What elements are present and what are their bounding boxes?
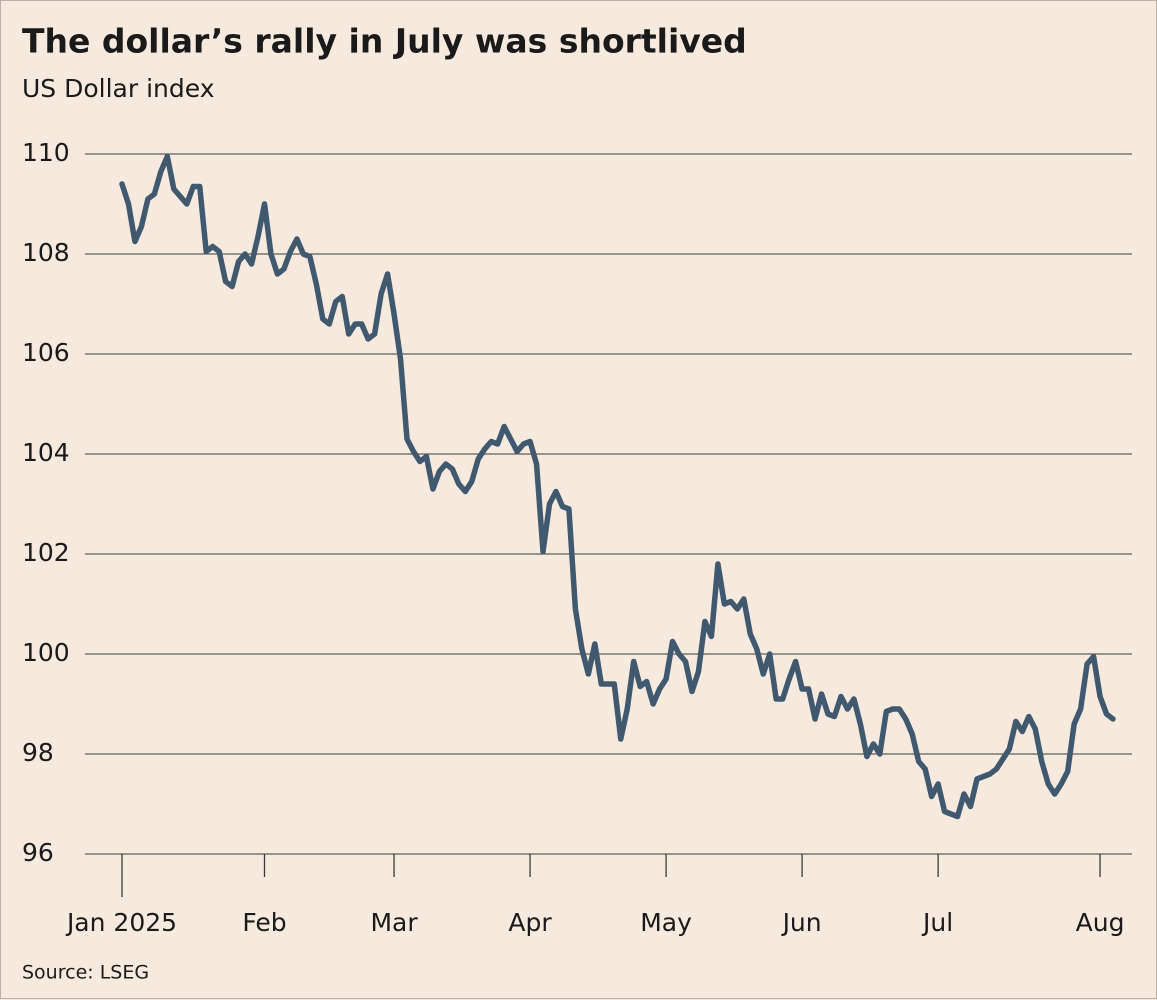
- y-tick-label: 104: [22, 438, 70, 467]
- x-tick-label: May: [640, 908, 692, 937]
- x-tick-label: Jul: [921, 908, 953, 937]
- y-tick-label: 98: [22, 738, 54, 767]
- x-tick-label: Jun: [781, 908, 822, 937]
- y-tick-label: 102: [22, 538, 70, 567]
- x-tick-label: Mar: [370, 908, 418, 937]
- y-tick-label: 100: [22, 638, 70, 667]
- data-line: [119, 153, 1116, 820]
- x-tick-label: Jan 2025: [65, 908, 177, 937]
- y-tick-label: 106: [22, 338, 70, 367]
- y-tick-label: 108: [22, 238, 70, 267]
- chart-title: The dollar’s rally in July was shortlive…: [22, 22, 747, 61]
- chart-subtitle: US Dollar index: [22, 74, 215, 103]
- x-tick-label: Feb: [242, 908, 286, 937]
- y-tick-label: 96: [22, 838, 54, 867]
- source: Source: LSEG: [22, 962, 149, 984]
- x-tick-label: Apr: [508, 908, 552, 937]
- x-tick-label: Aug: [1076, 908, 1125, 937]
- y-tick-label: 110: [22, 138, 70, 167]
